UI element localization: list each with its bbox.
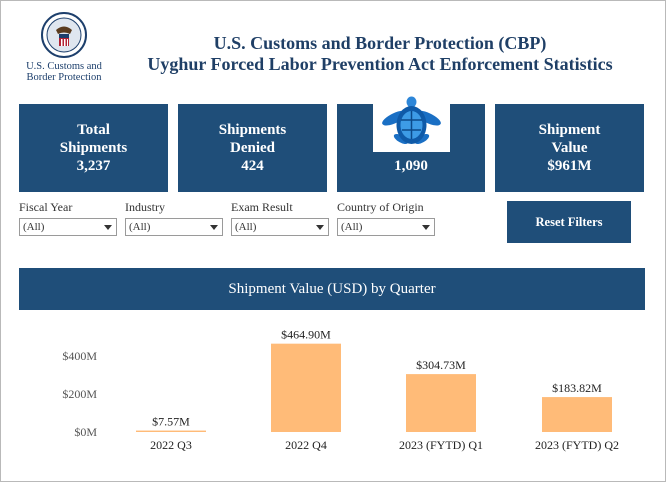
- dropdown-caret-icon: [316, 225, 324, 230]
- kpi-value: 424: [241, 158, 264, 174]
- select-value: (All): [23, 221, 45, 233]
- logo-text-line2: Border Protection: [26, 72, 102, 83]
- kpi-label-line2: Value: [551, 140, 588, 156]
- chart-title: Shipment Value (USD) by Quarter: [19, 268, 645, 310]
- country-of-origin-select[interactable]: (All): [337, 218, 435, 236]
- y-tick-label: $200M: [62, 387, 97, 401]
- dropdown-caret-icon: [422, 225, 430, 230]
- filter-country-of-origin: Country of Origin (All): [337, 200, 435, 236]
- sea-turtle-icon: [373, 94, 450, 152]
- select-value: (All): [129, 221, 151, 233]
- y-tick-label: $400M: [62, 349, 97, 363]
- bar: [406, 374, 476, 432]
- filter-exam-result: Exam Result (All): [231, 200, 329, 236]
- filter-label: Industry: [125, 200, 165, 214]
- bar: [271, 343, 341, 432]
- filter-industry: Industry (All): [125, 200, 223, 236]
- kpi-value: $961M: [547, 158, 592, 174]
- y-tick-label: $0M: [74, 425, 97, 439]
- page-title: U.S. Customs and Border Protection (CBP)…: [110, 33, 650, 75]
- kpi-value: 1,090: [394, 158, 428, 174]
- kpi-label-line2: Shipments: [59, 140, 128, 156]
- cbp-logo: U.S. Customs and Border Protection: [18, 12, 110, 83]
- bar-data-label: $464.90M: [281, 328, 331, 342]
- select-value: (All): [341, 221, 363, 233]
- industry-select[interactable]: (All): [125, 218, 223, 236]
- kpi-label-line1: Total: [77, 122, 110, 138]
- reset-filters-button[interactable]: Reset Filters: [507, 201, 631, 243]
- shipment-value-bar-chart: $0M $200M $400M $7.57M 2022 Q3 $464.90M 2022 Q…: [62, 328, 619, 452]
- x-tick-label: 2023 (FYTD) Q1: [399, 438, 483, 452]
- kpi-card-shipments-denied: Shipments Denied 424: [178, 104, 327, 192]
- logo-text-line1: U.S. Customs and: [26, 61, 102, 72]
- kpi-label-line1: Shipments: [218, 122, 287, 138]
- page-title-line1: U.S. Customs and Border Protection (CBP): [213, 33, 547, 53]
- bar: [136, 430, 206, 432]
- bar-data-label: $7.57M: [152, 415, 190, 429]
- kpi-card-turtle: 1,090: [337, 94, 485, 192]
- kpi-value: 3,237: [76, 158, 111, 174]
- filter-label: Country of Origin: [337, 200, 424, 214]
- dropdown-caret-icon: [210, 225, 218, 230]
- fiscal-year-select[interactable]: (All): [19, 218, 117, 236]
- filter-label: Fiscal Year: [19, 200, 73, 214]
- x-tick-label: 2023 (FYTD) Q2: [535, 438, 619, 452]
- kpi-label-line1: Shipment: [538, 122, 601, 138]
- cbp-seal-icon: [41, 12, 87, 58]
- filter-fiscal-year: Fiscal Year (All): [19, 200, 117, 236]
- x-tick-label: 2022 Q3: [150, 438, 192, 452]
- exam-result-select[interactable]: (All): [231, 218, 329, 236]
- kpi-card-total-shipments: Total Shipments 3,237: [19, 104, 168, 192]
- filter-label: Exam Result: [231, 200, 293, 214]
- dropdown-caret-icon: [104, 225, 112, 230]
- select-value: (All): [235, 221, 257, 233]
- bar: [542, 397, 612, 432]
- x-tick-label: 2022 Q4: [285, 438, 327, 452]
- kpi-card-shipment-value: Shipment Value $961M: [495, 104, 644, 192]
- bar-data-label: $183.82M: [552, 381, 602, 395]
- bar-data-label: $304.73M: [416, 358, 466, 372]
- kpi-label-line2: Denied: [230, 140, 275, 156]
- page-title-line2: Uyghur Forced Labor Prevention Act Enfor…: [147, 54, 613, 74]
